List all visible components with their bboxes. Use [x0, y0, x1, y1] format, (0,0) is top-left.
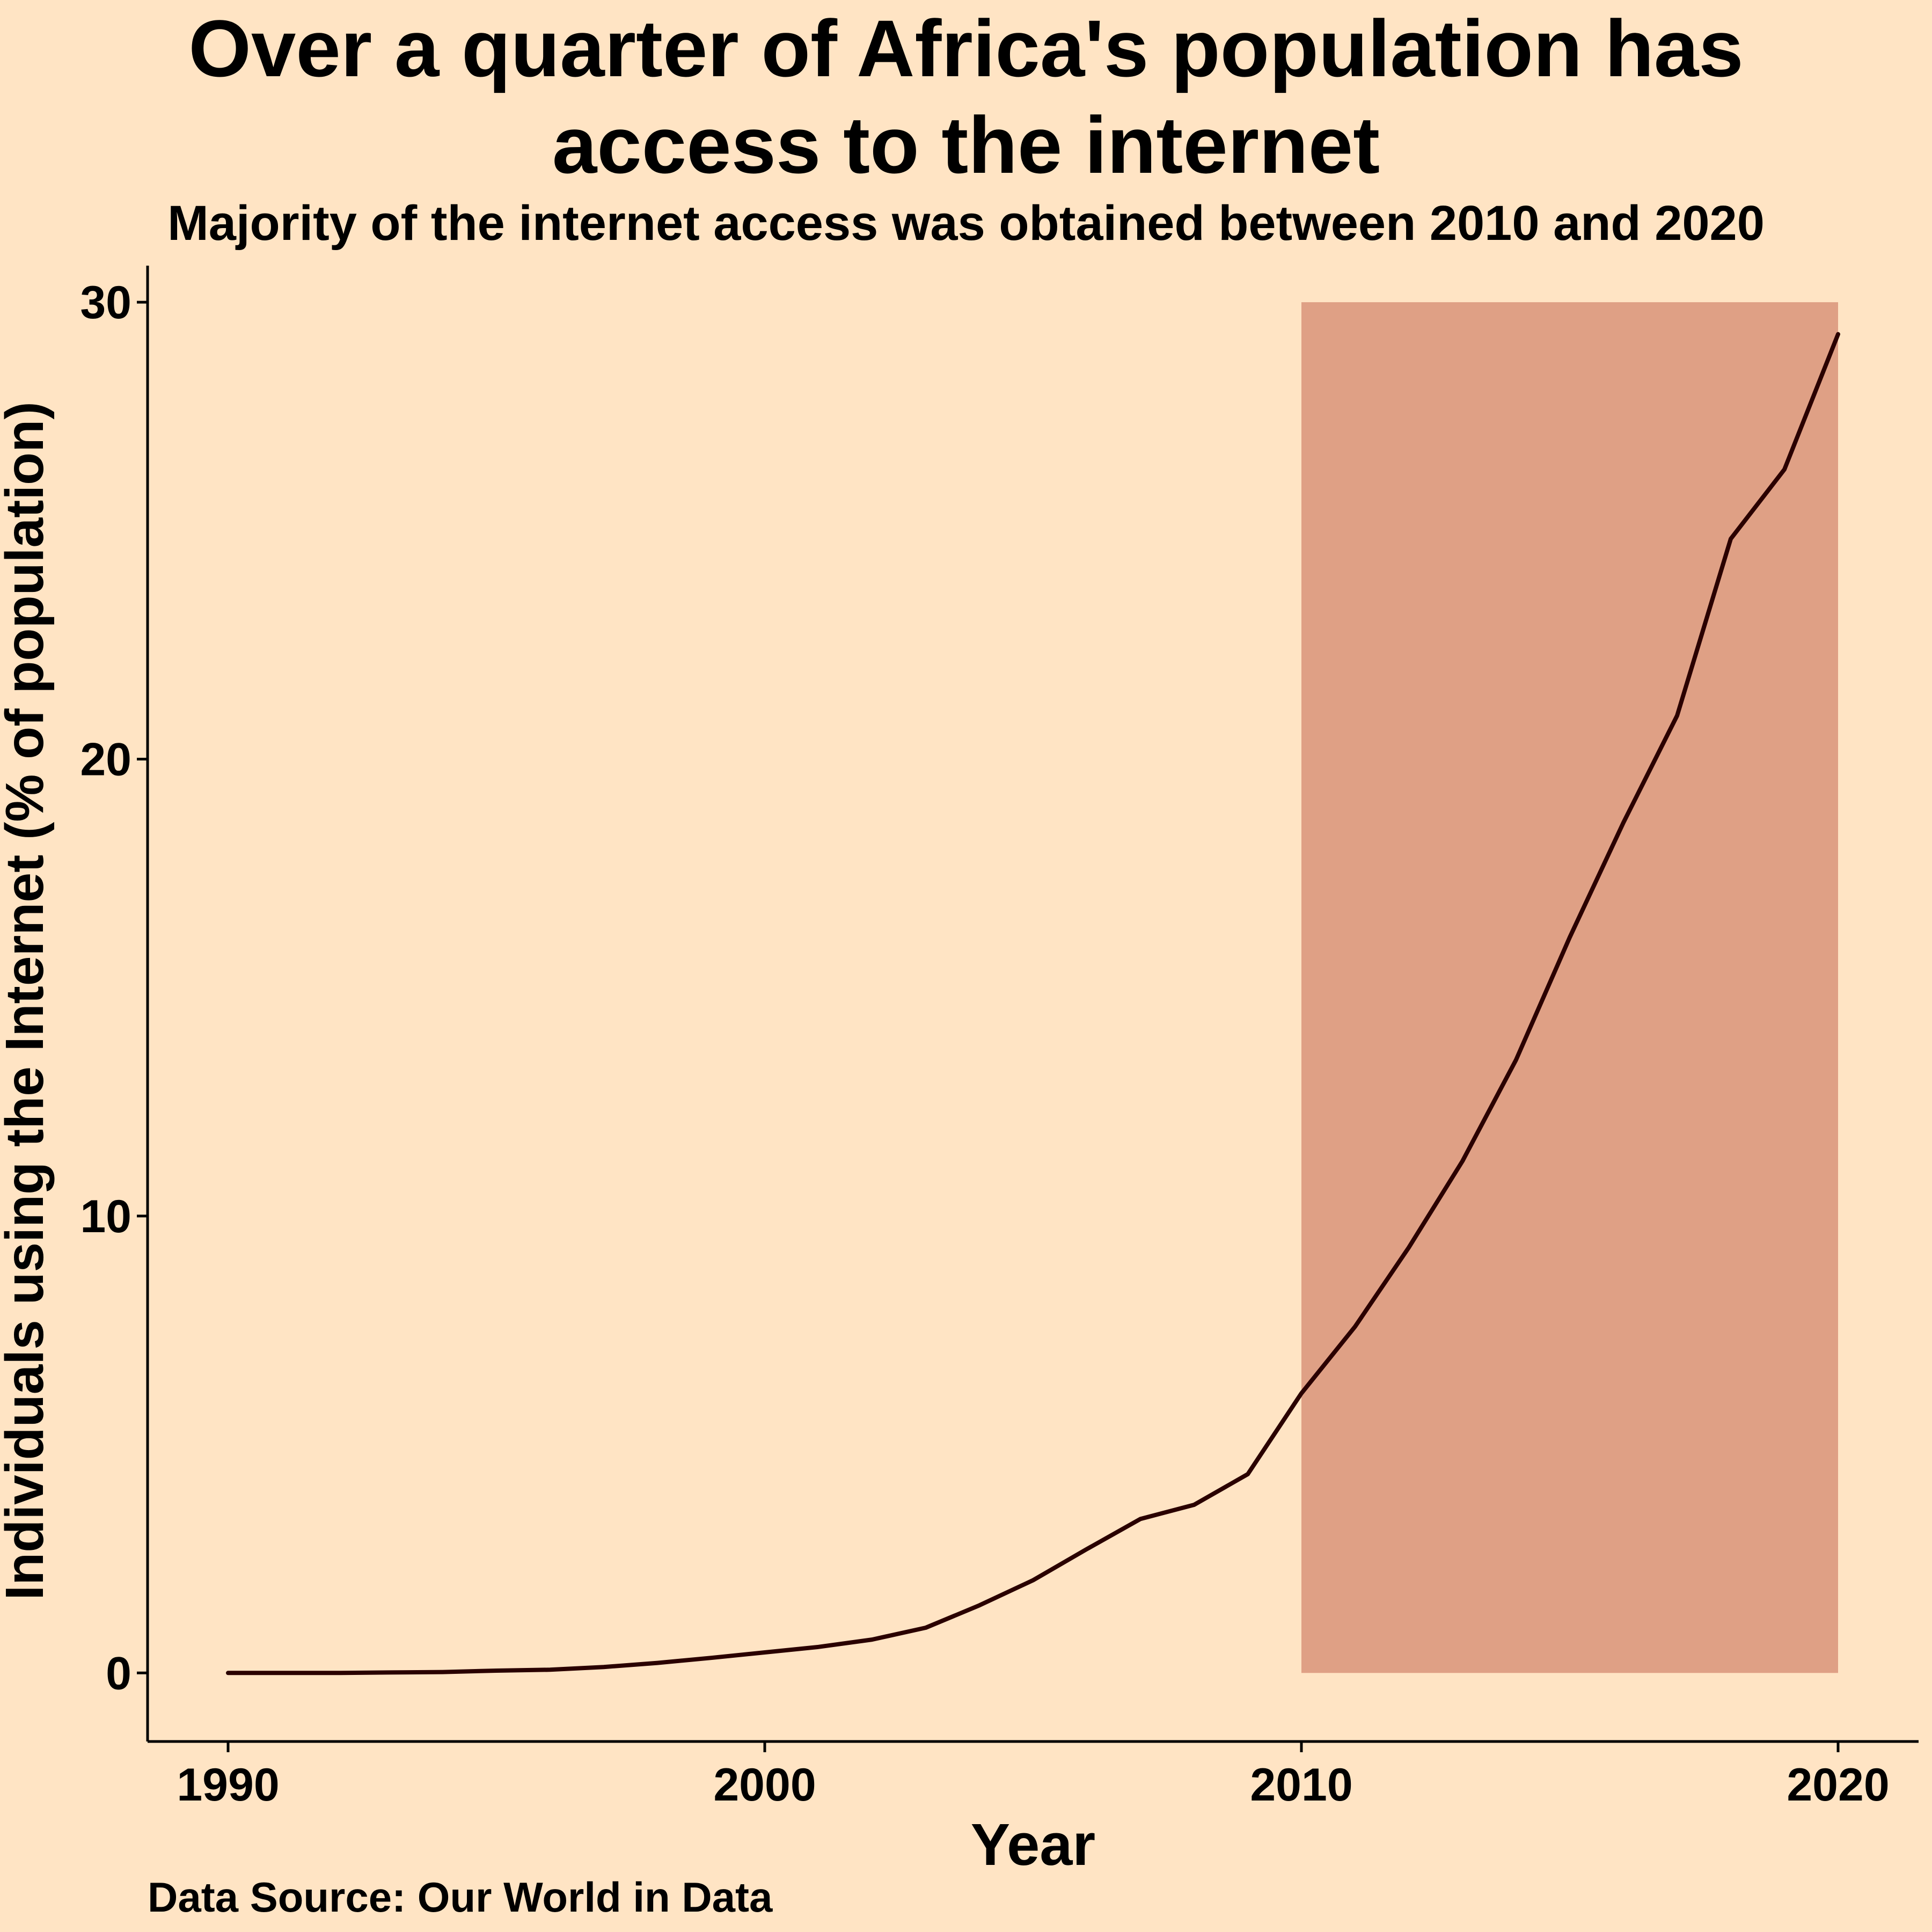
y-tick-label: 30 [80, 277, 131, 328]
data-point [389, 1672, 390, 1673]
x-tick-label: 1990 [177, 1759, 279, 1811]
data-point [1623, 822, 1624, 823]
data-point [1516, 1059, 1517, 1060]
data-point [1355, 1326, 1356, 1327]
y-axis-title: Individuals using the Internet (% of pop… [0, 401, 55, 1600]
data-point [1194, 1504, 1195, 1505]
data-point [1677, 715, 1678, 716]
chart-title-line-2: access to the internet [552, 100, 1380, 190]
data-point [1784, 469, 1785, 470]
x-axis-title: Year [971, 1812, 1095, 1878]
x-tick-label: 2000 [713, 1759, 816, 1811]
y-tick-label: 20 [80, 734, 131, 786]
data-point [979, 1605, 980, 1606]
data-point [818, 1646, 819, 1647]
series-line [226, 332, 1840, 1675]
x-tick-label: 2020 [1787, 1759, 1889, 1811]
y-tick-label: 0 [106, 1648, 131, 1699]
chart-subtitle: Majority of the internet access was obta… [167, 196, 1765, 251]
y-tick-label: 10 [80, 1191, 131, 1242]
data-point [1301, 1393, 1302, 1394]
chart-title-line-1: Over a quarter of Africa's population ha… [188, 3, 1744, 93]
highlight-region [1301, 302, 1838, 1673]
data-source-caption: Data Source: Our World in Data [148, 1874, 773, 1921]
x-tick-label: 2010 [1250, 1759, 1352, 1811]
chart-title: Over a quarter of Africa's population ha… [0, 0, 1932, 193]
